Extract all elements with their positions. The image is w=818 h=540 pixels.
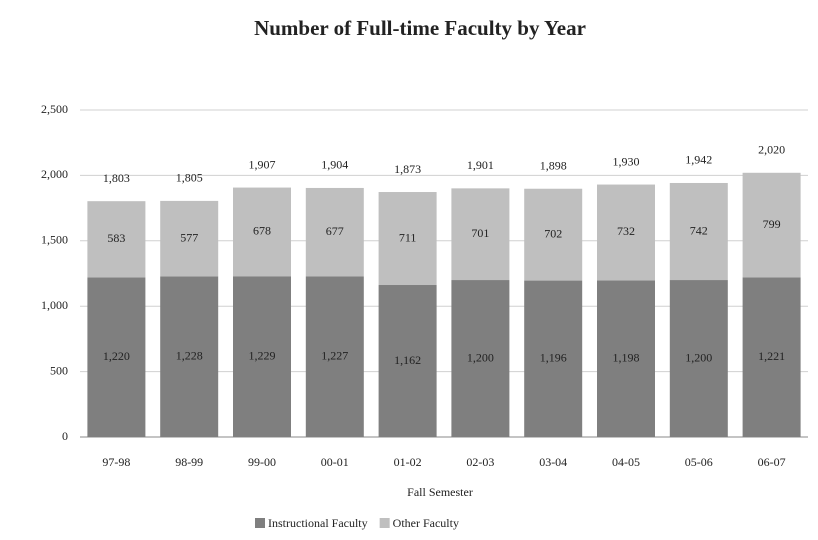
data-label: 1,162 — [394, 353, 421, 367]
total-label: 1,873 — [394, 162, 421, 176]
y-tick-label: 0 — [62, 429, 68, 443]
data-label: 1,220 — [103, 349, 130, 363]
bar-segment — [160, 200, 219, 277]
data-label: 1,227 — [321, 349, 348, 363]
bar-segment — [87, 201, 146, 278]
x-tick-label: 99-00 — [248, 455, 276, 469]
bar-segment — [669, 182, 728, 281]
data-label: 1,221 — [758, 349, 785, 363]
y-tick-label: 1,500 — [41, 233, 68, 247]
total-label: 1,942 — [685, 153, 712, 167]
y-tick-label: 500 — [50, 363, 68, 377]
x-tick-label: 01-02 — [394, 455, 422, 469]
bar-segment — [669, 280, 728, 437]
data-label: 1,200 — [685, 350, 712, 364]
bar-segment — [233, 187, 291, 277]
data-label: 799 — [763, 217, 781, 231]
total-label: 1,907 — [249, 157, 276, 171]
bar-segment — [378, 285, 437, 437]
total-label: 1,901 — [467, 158, 494, 172]
bar-segment — [233, 276, 291, 437]
data-label: 678 — [253, 224, 271, 238]
bar-segment — [524, 280, 583, 437]
y-tick-label: 1,000 — [41, 298, 68, 312]
x-tick-label: 97-98 — [102, 455, 130, 469]
chart-title: Number of Full-time Faculty by Year — [254, 16, 586, 40]
legend-label: Instructional Faculty — [268, 516, 368, 530]
data-label: 1,198 — [613, 350, 640, 364]
legend-label: Other Faculty — [393, 516, 459, 530]
total-label: 1,805 — [176, 171, 203, 185]
data-label: 742 — [690, 223, 708, 237]
x-axis-label: Fall Semester — [407, 485, 473, 499]
bar-segment — [451, 188, 510, 281]
x-tick-label: 06-07 — [758, 455, 786, 469]
data-label: 583 — [107, 231, 125, 245]
bar-segment — [597, 280, 655, 437]
bar-segment — [524, 188, 583, 281]
legend-swatch — [255, 518, 265, 528]
data-label: 711 — [399, 230, 417, 244]
x-tick-label: 00-01 — [321, 455, 349, 469]
bar-segment — [305, 187, 364, 277]
y-tick-label: 2,500 — [41, 102, 68, 116]
data-label: 677 — [326, 224, 344, 238]
x-tick-label: 03-04 — [539, 455, 567, 469]
data-label: 577 — [180, 230, 198, 244]
bar-segment — [87, 277, 146, 437]
data-label: 1,228 — [176, 348, 203, 362]
x-tick-label: 98-99 — [175, 455, 203, 469]
total-label: 1,898 — [540, 158, 567, 172]
y-tick-label: 2,000 — [41, 167, 68, 181]
x-tick-label: 02-03 — [466, 455, 494, 469]
total-label: 1,904 — [321, 158, 348, 172]
bar-segment — [378, 192, 437, 286]
bar-segment — [160, 276, 219, 437]
bar-segment — [742, 172, 801, 278]
data-label: 1,200 — [467, 350, 494, 364]
bar-segment — [597, 184, 655, 281]
x-tick-label: 05-06 — [685, 455, 713, 469]
legend-swatch — [379, 518, 390, 528]
data-label: 732 — [617, 224, 635, 238]
total-label: 1,803 — [103, 171, 130, 185]
data-label: 702 — [544, 226, 562, 240]
data-label: 701 — [471, 226, 489, 240]
data-label: 1,229 — [249, 348, 276, 362]
total-label: 1,930 — [613, 154, 640, 168]
data-label: 1,196 — [540, 351, 567, 365]
bar-segment — [451, 280, 510, 437]
bar-segment — [305, 276, 364, 437]
total-label: 2,020 — [758, 143, 785, 157]
bar-segment — [742, 277, 801, 437]
x-tick-label: 04-05 — [612, 455, 640, 469]
